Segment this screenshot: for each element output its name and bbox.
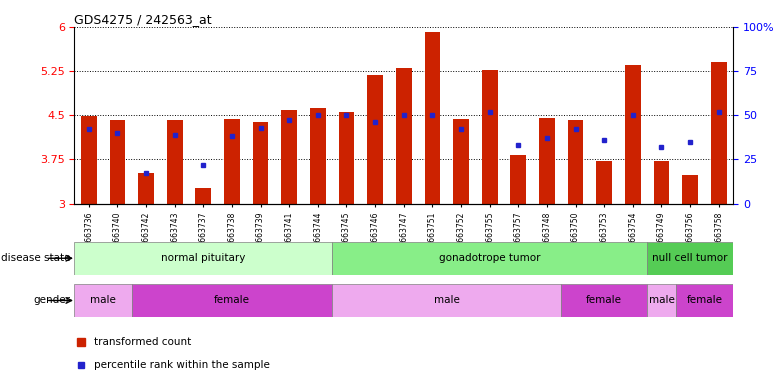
Bar — [332, 242, 647, 275]
Bar — [74, 284, 132, 317]
Bar — [597, 161, 612, 204]
Bar — [110, 120, 125, 204]
Bar — [676, 284, 733, 317]
Text: female: female — [687, 295, 722, 306]
Text: percentile rank within the sample: percentile rank within the sample — [94, 360, 270, 370]
Bar — [132, 284, 332, 317]
Bar — [332, 284, 561, 317]
Bar — [510, 155, 526, 204]
Bar — [539, 118, 555, 204]
Bar — [138, 173, 154, 204]
Bar — [396, 68, 412, 204]
Bar — [482, 70, 498, 204]
Bar — [711, 62, 727, 204]
Bar — [654, 161, 670, 204]
Text: GDS4275 / 242563_at: GDS4275 / 242563_at — [74, 13, 212, 26]
Text: male: male — [90, 295, 116, 306]
Bar — [74, 242, 332, 275]
Bar — [310, 108, 325, 204]
Bar — [625, 65, 641, 204]
Text: disease state: disease state — [1, 253, 71, 263]
Bar — [453, 119, 469, 204]
Text: null cell tumor: null cell tumor — [652, 253, 728, 263]
Bar — [167, 120, 183, 204]
Text: gonadotrope tumor: gonadotrope tumor — [439, 253, 540, 263]
Text: male: male — [648, 295, 674, 306]
Bar — [367, 75, 383, 204]
Bar — [81, 116, 96, 204]
Text: gender: gender — [34, 295, 71, 306]
Bar — [195, 188, 211, 204]
Bar — [568, 120, 583, 204]
Text: transformed count: transformed count — [94, 337, 191, 347]
Bar — [424, 31, 441, 204]
Bar — [252, 122, 268, 204]
Bar — [224, 119, 240, 204]
Bar — [682, 175, 698, 204]
Bar — [281, 111, 297, 204]
Text: normal pituitary: normal pituitary — [162, 253, 245, 263]
Text: female: female — [586, 295, 622, 306]
Bar — [647, 242, 733, 275]
Text: male: male — [434, 295, 459, 306]
Bar — [561, 284, 647, 317]
Text: female: female — [214, 295, 250, 306]
Bar — [339, 112, 354, 204]
Bar — [647, 284, 676, 317]
